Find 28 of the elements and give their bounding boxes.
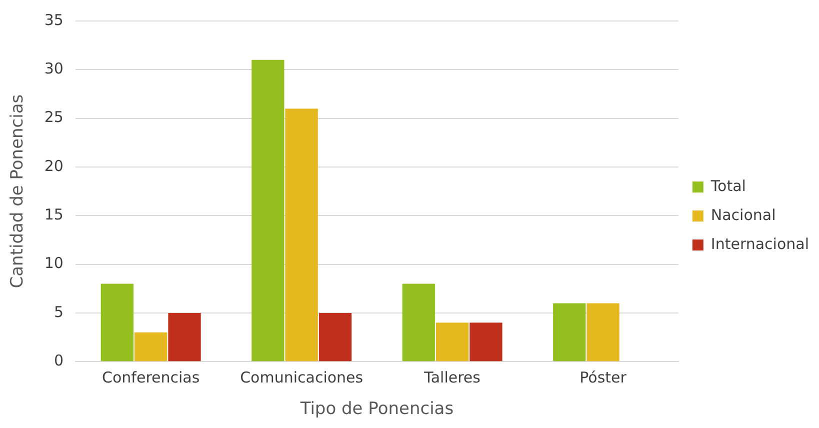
x-tick-label: Talleres bbox=[423, 368, 481, 386]
bar bbox=[553, 303, 586, 362]
bar bbox=[470, 322, 502, 362]
x-tick-label: Comunicaciones bbox=[240, 368, 364, 386]
bar bbox=[168, 312, 201, 362]
y-tick-label: 20 bbox=[44, 156, 64, 175]
bar bbox=[402, 284, 435, 362]
legend-label: Nacional bbox=[710, 206, 776, 224]
x-tick-label: Conferencias bbox=[102, 368, 200, 386]
x-axis-title: Tipo de Ponencias bbox=[299, 399, 454, 420]
bar bbox=[586, 303, 620, 362]
legend-label: Internacional bbox=[710, 234, 810, 253]
bar bbox=[252, 60, 284, 362]
bar bbox=[436, 322, 469, 362]
y-tick-label: 0 bbox=[54, 351, 64, 370]
bar bbox=[318, 312, 352, 362]
y-tick-label: 30 bbox=[44, 60, 64, 78]
y-tick-label: 35 bbox=[44, 10, 64, 29]
y-axis-title: Cantidad de Ponencias bbox=[8, 94, 28, 288]
bar bbox=[285, 108, 318, 362]
y-tick-label: 25 bbox=[44, 108, 64, 126]
y-tick-label: 5 bbox=[54, 302, 64, 321]
legend-label: Total bbox=[710, 176, 746, 195]
x-tick-label: Póster bbox=[580, 368, 628, 386]
y-tick-label: 10 bbox=[44, 254, 64, 272]
bar bbox=[100, 284, 134, 362]
y-tick-label: 15 bbox=[44, 206, 64, 224]
bar bbox=[134, 332, 168, 362]
